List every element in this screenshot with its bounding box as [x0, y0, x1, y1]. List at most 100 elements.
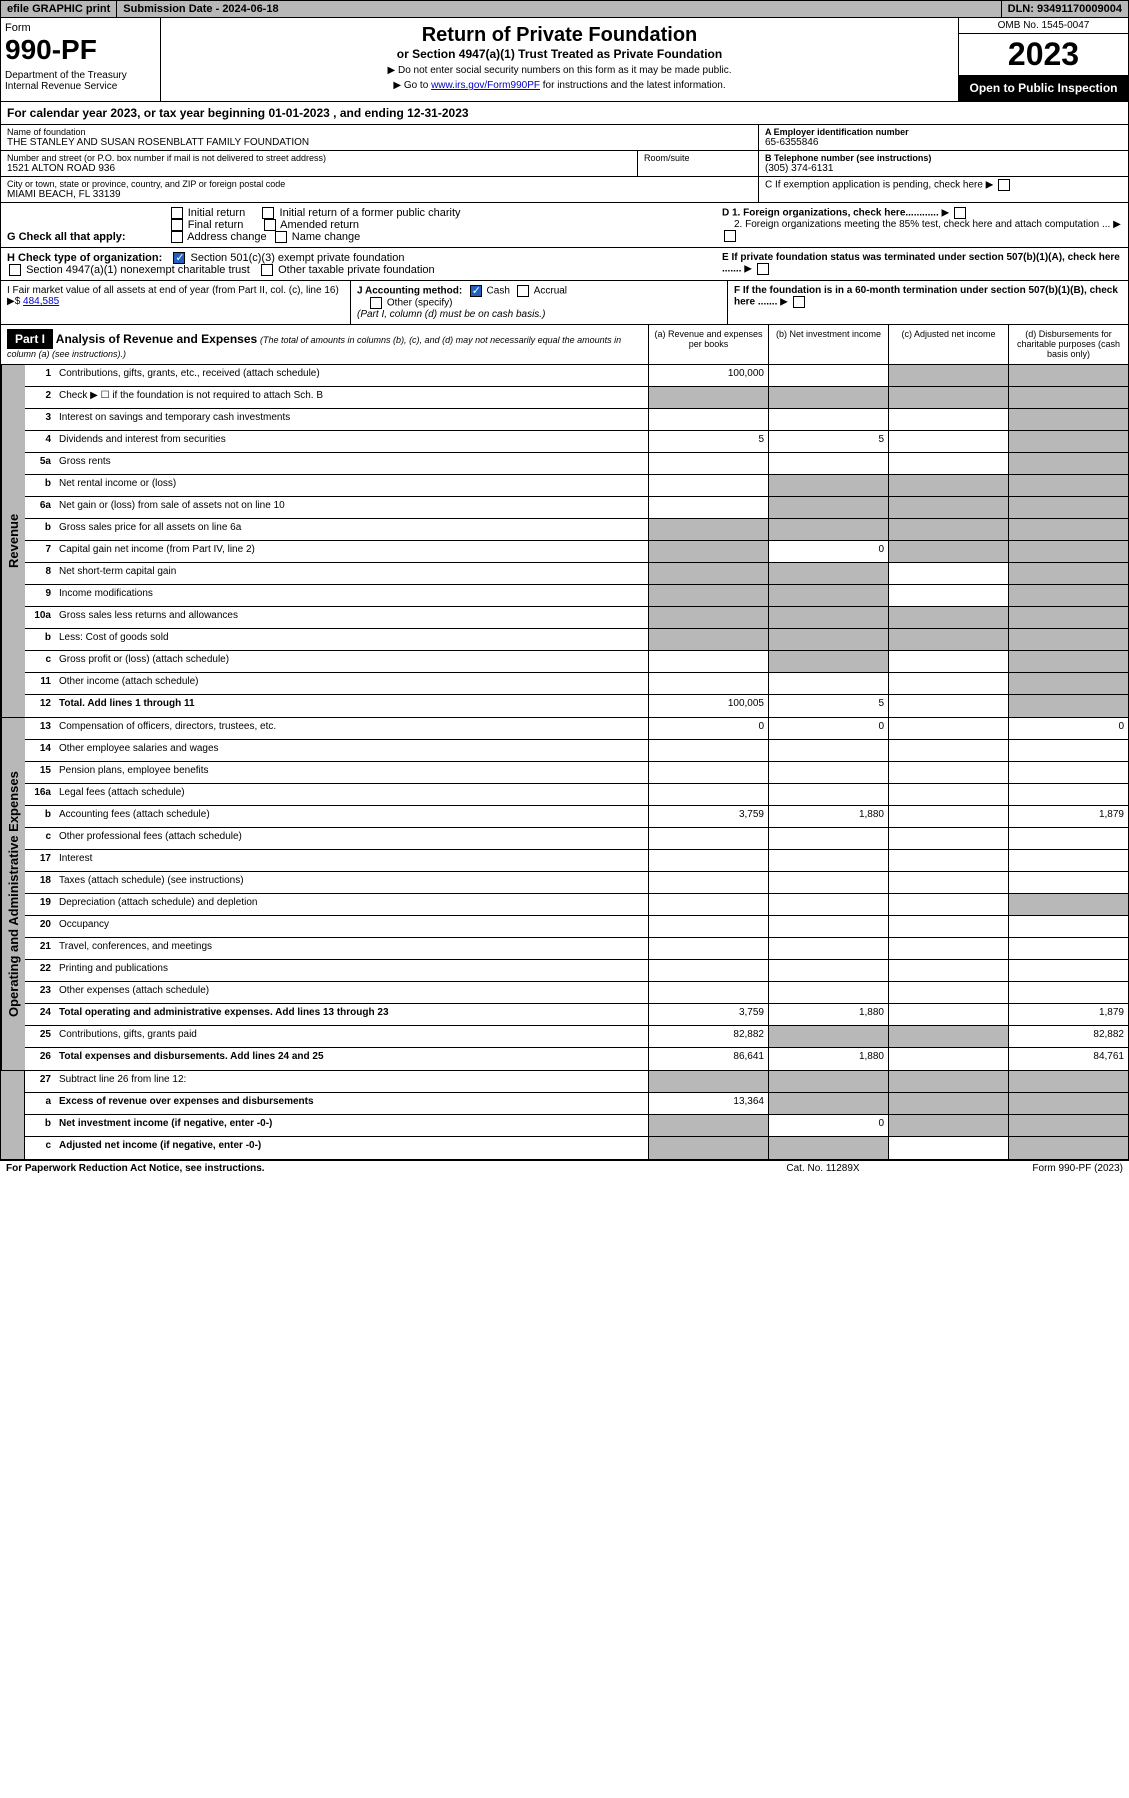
ijf-row: I Fair market value of all assets at end…: [0, 281, 1129, 325]
tax-year: 2023: [959, 34, 1128, 75]
row-number: 26: [25, 1048, 55, 1070]
cell-a: 0: [648, 718, 768, 739]
g-opt-5: Name change: [292, 231, 361, 243]
cell-b: 1,880: [768, 806, 888, 827]
d2-checkbox[interactable]: [724, 230, 736, 242]
h-opt-1: Section 501(c)(3) exempt private foundat…: [190, 252, 404, 264]
cell-a: 5: [648, 431, 768, 452]
cell-b: 0: [768, 1115, 888, 1136]
cell-a: 3,759: [648, 1004, 768, 1025]
cell-d: [1008, 1137, 1128, 1159]
cell-c: [888, 806, 1008, 827]
note-ssn: ▶ Do not enter social security numbers o…: [167, 65, 952, 76]
part1-title: Analysis of Revenue and Expenses: [56, 332, 257, 346]
table-row: 14Other employee salaries and wages: [25, 740, 1128, 762]
g-name-checkbox[interactable]: [275, 231, 287, 243]
g-initial-checkbox[interactable]: [171, 207, 183, 219]
submission-date: Submission Date - 2024-06-18: [117, 1, 1001, 17]
row-desc: Contributions, gifts, grants paid: [55, 1026, 648, 1047]
cell-b: [768, 740, 888, 761]
h-row: H Check type of organization: Section 50…: [0, 248, 1129, 281]
cell-a: [648, 938, 768, 959]
cell-d: [1008, 960, 1128, 981]
i-value[interactable]: 484,585: [23, 296, 59, 307]
cell-c: [888, 563, 1008, 584]
cell-b: [768, 409, 888, 430]
table-row: 13Compensation of officers, directors, t…: [25, 718, 1128, 740]
expenses-side-label: Operating and Administrative Expenses: [1, 718, 25, 1070]
col-b-head: (b) Net investment income: [768, 325, 888, 364]
cell-a: 82,882: [648, 1026, 768, 1047]
cell-a: 13,364: [648, 1093, 768, 1114]
cell-d: [1008, 872, 1128, 893]
part1-header-row: Part I Analysis of Revenue and Expenses …: [0, 325, 1129, 365]
addr-label: Number and street (or P.O. box number if…: [7, 153, 631, 163]
row-number: 10a: [25, 607, 55, 628]
cell-c: [888, 982, 1008, 1003]
g-final-checkbox[interactable]: [171, 219, 183, 231]
d1-checkbox[interactable]: [954, 207, 966, 219]
cell-c: [888, 365, 1008, 386]
cell-c: [888, 1026, 1008, 1047]
g-address-checkbox[interactable]: [171, 231, 183, 243]
cell-b: [768, 651, 888, 672]
cell-a: [648, 1071, 768, 1092]
row-number: 12: [25, 695, 55, 717]
efile-label[interactable]: efile GRAPHIC print: [1, 1, 117, 17]
table-row: 1Contributions, gifts, grants, etc., rec…: [25, 365, 1128, 387]
row-number: 3: [25, 409, 55, 430]
cell-d: [1008, 1093, 1128, 1114]
f-label: F If the foundation is in a 60-month ter…: [734, 285, 1118, 308]
cell-d: 1,879: [1008, 806, 1128, 827]
cell-b: [768, 475, 888, 496]
j-accrual-checkbox[interactable]: [517, 285, 529, 297]
irs-link[interactable]: www.irs.gov/Form990PF: [431, 80, 540, 91]
row-desc: Subtract line 26 from line 12:: [55, 1071, 648, 1092]
cell-c: [888, 1004, 1008, 1025]
cell-d: [1008, 938, 1128, 959]
table-row: 25Contributions, gifts, grants paid82,88…: [25, 1026, 1128, 1048]
cell-a: [648, 762, 768, 783]
row-number: 24: [25, 1004, 55, 1025]
cell-d: [1008, 607, 1128, 628]
c-checkbox[interactable]: [998, 179, 1010, 191]
j-other-checkbox[interactable]: [370, 297, 382, 309]
row-desc: Total expenses and disbursements. Add li…: [55, 1048, 648, 1070]
cell-c: [888, 409, 1008, 430]
g-row: G Check all that apply: Initial return I…: [0, 203, 1129, 248]
cell-a: [648, 563, 768, 584]
table-row: 12Total. Add lines 1 through 11100,0055: [25, 695, 1128, 717]
table-row: 9Income modifications: [25, 585, 1128, 607]
cell-b: [768, 1093, 888, 1114]
g-amended-checkbox[interactable]: [264, 219, 276, 231]
cell-b: [768, 453, 888, 474]
h-opt-3: Other taxable private foundation: [278, 264, 435, 276]
j-note: (Part I, column (d) must be on cash basi…: [357, 309, 545, 320]
foundation-name: THE STANLEY AND SUSAN ROSENBLATT FAMILY …: [7, 137, 752, 148]
cell-d: 1,879: [1008, 1004, 1128, 1025]
e-checkbox[interactable]: [757, 263, 769, 275]
row-number: c: [25, 651, 55, 672]
dept-label: Department of the Treasury Internal Reve…: [5, 70, 156, 92]
cell-b: [768, 1026, 888, 1047]
calendar-year-line: For calendar year 2023, or tax year begi…: [0, 102, 1129, 125]
cell-a: 3,759: [648, 806, 768, 827]
table-row: bNet rental income or (loss): [25, 475, 1128, 497]
h-4947-checkbox[interactable]: [9, 264, 21, 276]
cell-a: [648, 519, 768, 540]
expenses-section: Operating and Administrative Expenses 13…: [0, 718, 1129, 1071]
h-opt-2: Section 4947(a)(1) nonexempt charitable …: [26, 264, 250, 276]
h-501c3-checkbox[interactable]: [173, 252, 185, 264]
f-checkbox[interactable]: [793, 296, 805, 308]
cell-d: [1008, 828, 1128, 849]
row-number: 14: [25, 740, 55, 761]
cell-b: 1,880: [768, 1004, 888, 1025]
row-number: 8: [25, 563, 55, 584]
h-other-checkbox[interactable]: [261, 264, 273, 276]
g-initial-former-checkbox[interactable]: [262, 207, 274, 219]
d1-label: D 1. Foreign organizations, check here..…: [722, 208, 939, 219]
cell-b: [768, 673, 888, 694]
cell-b: [768, 1137, 888, 1159]
row-desc: Total operating and administrative expen…: [55, 1004, 648, 1025]
j-cash-checkbox[interactable]: [470, 285, 482, 297]
